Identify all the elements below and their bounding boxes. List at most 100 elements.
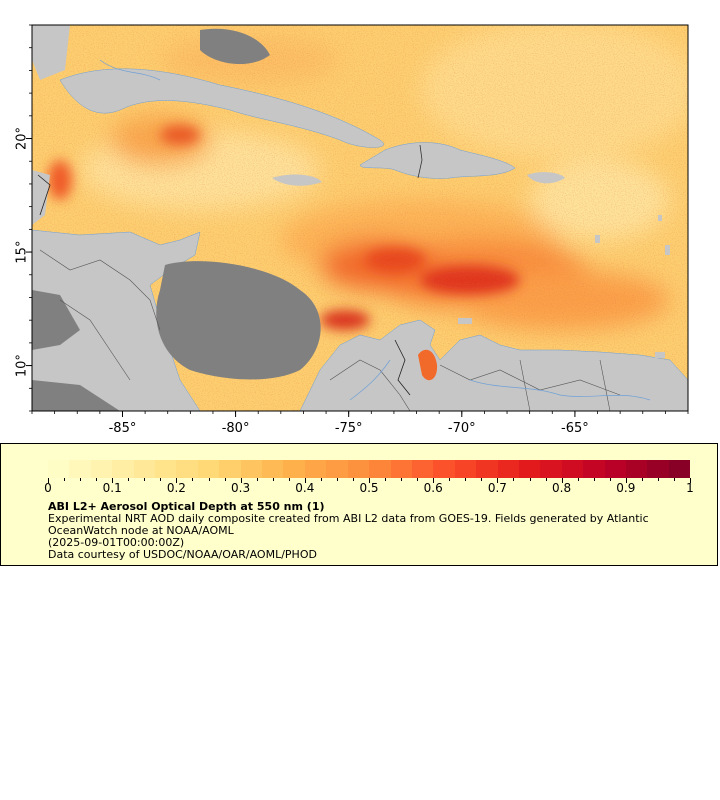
- colorbar-tick: [48, 478, 49, 483]
- colorbar-step: [476, 460, 498, 478]
- colorbar-step: [561, 460, 584, 478]
- colorbar-step: [219, 460, 241, 478]
- colorbar-step: [262, 460, 284, 478]
- colorbar-minor-tick: [352, 478, 354, 481]
- colorbar-tick-label: 0.8: [552, 481, 572, 495]
- colorbar: [48, 460, 691, 478]
- colorbar-minor-tick: [593, 478, 595, 481]
- colorbar-step: [540, 460, 562, 478]
- colorbar-minor-tick: [673, 478, 675, 481]
- legend-text: ABI L2+ Aerosol Optical Depth at 550 nm …: [48, 501, 698, 561]
- colorbar-minor-tick: [449, 478, 451, 481]
- colorbar-minor-tick: [641, 478, 643, 481]
- colorbar-tick-label: 0.9: [616, 481, 636, 495]
- colorbar-step: [347, 460, 370, 478]
- x-axis: -85° -80° -75° -70° -65°: [31, 411, 689, 436]
- colorbar-ticks: [48, 478, 691, 486]
- colorbar-tick: [369, 478, 370, 483]
- colorbar-step: [454, 460, 477, 478]
- colorbar-minor-tick: [417, 478, 419, 481]
- colorbar-step: [668, 460, 691, 478]
- colorbar-tick: [433, 478, 435, 483]
- legend-date: (2025-09-01T00:00:00Z): [48, 536, 185, 549]
- colorbar-minor-tick: [256, 478, 258, 481]
- colorbar-minor-tick: [481, 478, 483, 481]
- colorbar-minor-tick: [385, 478, 387, 481]
- colorbar-minor-tick: [513, 478, 515, 481]
- colorbar-minor-tick: [609, 478, 611, 481]
- y-tick-label: 15°: [15, 241, 30, 264]
- legend-credit: Data courtesy of USDOC/NOAA/OAR/AOML/PHO…: [48, 548, 317, 561]
- colorbar-step: [625, 460, 648, 478]
- colorbar-minor-tick: [336, 478, 338, 481]
- colorbar-step: [112, 460, 134, 478]
- colorbar-step: [411, 460, 434, 478]
- colorbar-step: [497, 460, 519, 478]
- colorbar-tick-label: 0: [44, 481, 52, 495]
- colorbar-minor-tick: [192, 478, 194, 481]
- colorbar-step: [197, 460, 220, 478]
- colorbar-tick-label: 0.1: [102, 481, 122, 495]
- colorbar-minor-tick: [128, 478, 130, 481]
- colorbar-tick: [690, 478, 691, 483]
- colorbar-tick-label: 1: [686, 481, 694, 495]
- legend-description-line2: OceanWatch node at NOAA/AOML: [48, 524, 234, 537]
- colorbar-tick: [497, 478, 499, 483]
- colorbar-tick: [304, 478, 306, 483]
- colorbar-minor-tick: [577, 478, 579, 481]
- legend-title: ABI L2+ Aerosol Optical Depth at 550 nm …: [48, 500, 325, 513]
- colorbar-minor-tick: [64, 478, 66, 481]
- colorbar-step: [69, 460, 91, 478]
- colorbar-minor-tick: [320, 478, 322, 481]
- aod-map: -85° -80° -75° -70° -65° 10° 15° 20°: [15, 24, 689, 436]
- colorbar-step: [155, 460, 177, 478]
- colorbar-minor-tick: [208, 478, 210, 481]
- y-tick-label: 20°: [15, 127, 30, 150]
- colorbar-step: [176, 460, 198, 478]
- colorbar-step: [604, 460, 626, 478]
- colorbar-tick-label: 0.4: [295, 481, 315, 495]
- colorbar-minor-tick: [272, 478, 274, 481]
- legend-panel: 0 0.1 0.2 0.3 0.4 0.5 0.6 0.7 0.8 0.9 1 ABI L2+ Ae…: [0, 443, 718, 566]
- colorbar-minor-tick: [96, 478, 98, 481]
- x-tick-label: -70°: [448, 421, 476, 436]
- colorbar-tick: [112, 478, 114, 483]
- colorbar-minor-tick: [224, 478, 226, 481]
- colorbar-tick-label: 0.7: [487, 481, 507, 495]
- colorbar-step: [48, 460, 70, 478]
- colorbar-step: [433, 460, 455, 478]
- colorbar-step: [326, 460, 348, 478]
- colorbar-minor-tick: [545, 478, 547, 481]
- colorbar-minor-tick: [529, 478, 531, 481]
- colorbar-step: [583, 460, 605, 478]
- legend-description-line1: Experimental NRT AOD daily composite cre…: [48, 512, 649, 525]
- colorbar-minor-tick: [465, 478, 467, 481]
- colorbar-tick: [625, 478, 627, 483]
- colorbar-tick-label: 0.3: [231, 481, 251, 495]
- colorbar-tick-label: 0.5: [359, 481, 379, 495]
- colorbar-minor-tick: [80, 478, 82, 481]
- colorbar-step: [240, 460, 263, 478]
- aod-field: [32, 25, 688, 411]
- y-tick-label: 10°: [15, 354, 30, 377]
- colorbar-minor-tick: [657, 478, 659, 481]
- colorbar-step: [304, 460, 327, 478]
- colorbar-tick: [240, 478, 242, 483]
- x-tick-label: -80°: [222, 421, 250, 436]
- colorbar-step: [518, 460, 541, 478]
- colorbar-minor-tick: [401, 478, 403, 481]
- colorbar-tick-label: 0.6: [423, 481, 443, 495]
- plot-frame: [31, 24, 689, 412]
- colorbar-step: [390, 460, 412, 478]
- colorbar-tick: [176, 478, 178, 483]
- colorbar-minor-tick: [144, 478, 146, 481]
- colorbar-step: [647, 460, 669, 478]
- colorbar-minor-tick: [160, 478, 162, 481]
- x-tick-label: -75°: [335, 421, 363, 436]
- colorbar-minor-tick: [288, 478, 290, 481]
- colorbar-step: [283, 460, 305, 478]
- y-axis: 10° 15° 20°: [15, 24, 32, 412]
- colorbar-step: [90, 460, 113, 478]
- x-tick-label: -65°: [561, 421, 589, 436]
- x-tick-label: -85°: [109, 421, 137, 436]
